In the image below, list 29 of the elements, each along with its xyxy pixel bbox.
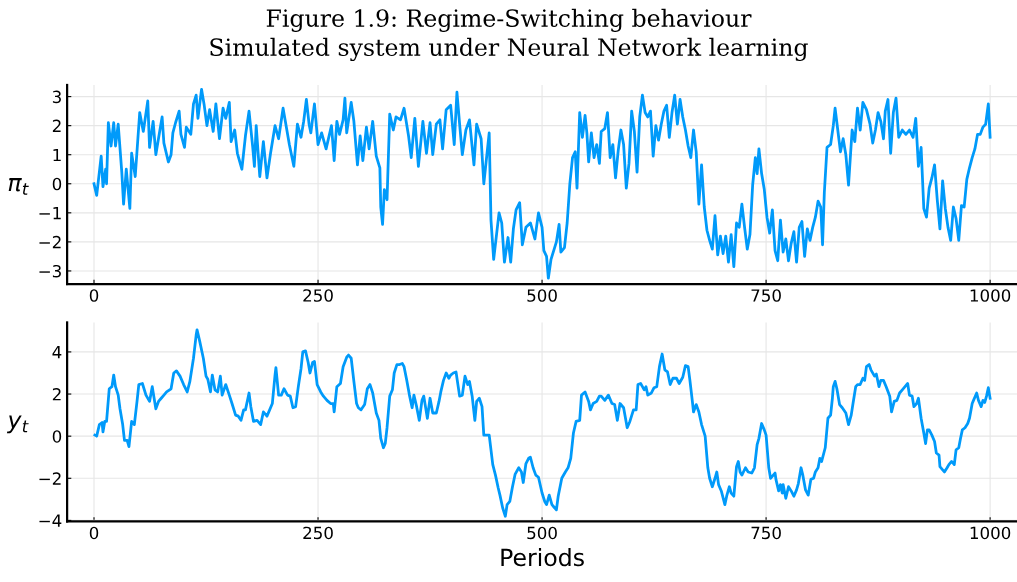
x-tick-label: 500: [527, 289, 557, 302]
chart-title: Figure 1.9: Regime-Switching behaviour: [266, 8, 752, 32]
x-axis-title: Periods: [501, 548, 584, 567]
y-tick-label: 2: [52, 388, 61, 401]
y-tick-label: 3: [52, 90, 61, 104]
y-axis-title: y$_{t}$: [6, 415, 29, 434]
y-axis-title: π$_{t}$: [8, 178, 29, 195]
x-tick-label: 250: [303, 289, 333, 302]
x-tick-label: 500: [527, 526, 557, 540]
y-tick-label: 2: [52, 119, 61, 132]
x-tick-label: 750: [751, 289, 781, 302]
x-tick-label: 250: [303, 526, 333, 540]
y-tick-label: 4: [52, 346, 62, 359]
y-tick-label: −4: [39, 514, 62, 527]
x-tick-label: 0: [89, 526, 99, 540]
y-tick-label: 1: [53, 148, 61, 162]
y-tick-label: −2: [39, 235, 61, 249]
line-series: [93, 328, 992, 518]
x-tick-label: 1000: [970, 526, 1011, 540]
x-tick-label: 750: [751, 526, 781, 540]
y-tick-label: 0: [52, 177, 62, 191]
y-tick-label: −2: [39, 472, 61, 485]
y-tick-label: −1: [39, 207, 61, 220]
x-tick-label: 0: [89, 289, 99, 302]
y-tick-label: −3: [39, 264, 61, 278]
y-tick-label: 0: [52, 430, 62, 443]
line-series: [92, 87, 992, 280]
x-tick-label: 1000: [970, 289, 1011, 302]
chart-subtitle: Simulated system under Neural Network learning: [210, 37, 808, 62]
